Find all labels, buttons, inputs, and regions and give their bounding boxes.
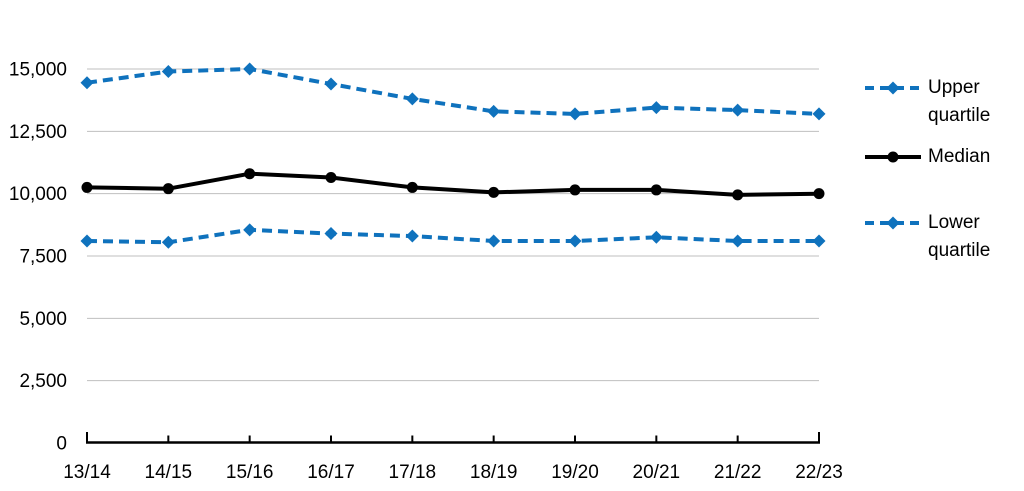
x-axis-tick-label: 21/22 (714, 462, 762, 483)
series-marker-upper-quartile (243, 62, 257, 76)
series-marker-upper-quartile (568, 107, 582, 121)
x-axis-tick-label: 14/15 (145, 462, 193, 483)
series-marker-lower-quartile (405, 229, 419, 243)
series-marker-upper-quartile (649, 101, 663, 115)
y-axis-tick-label: 5,000 (19, 309, 67, 330)
x-axis-tick-label: 16/17 (307, 462, 355, 483)
series-line-median (86, 171, 820, 197)
series-marker-upper-quartile (80, 76, 94, 90)
series-marker-lower-quartile (731, 234, 745, 248)
y-axis-tick-label: 10,000 (9, 184, 67, 205)
series-marker-lower-quartile (324, 227, 338, 241)
series-marker-median (813, 188, 825, 200)
series-marker-median (162, 183, 174, 195)
x-axis-tick-label: 18/19 (470, 462, 518, 483)
series-marker-upper-quartile (405, 92, 419, 106)
x-axis-tick-label: 15/16 (226, 462, 274, 483)
y-axis-tick-label: 2,500 (19, 371, 67, 392)
y-axis-tick-label: 15,000 (9, 60, 67, 81)
series-marker-median (244, 168, 256, 180)
series-marker-upper-quartile (324, 77, 338, 91)
series-marker-lower-quartile (161, 235, 175, 249)
y-axis-tick-label: 7,500 (19, 247, 67, 268)
series-marker-median (732, 189, 744, 201)
y-axis-tick-label: 12,500 (9, 122, 67, 143)
series-marker-lower-quartile (649, 230, 663, 244)
series-marker-median (650, 184, 662, 196)
series-marker-upper-quartile (731, 103, 745, 117)
series-marker-upper-quartile (161, 64, 175, 78)
series-marker-upper-quartile (812, 107, 826, 121)
series-marker-median (406, 181, 418, 193)
series-line-lower-quartile (86, 227, 819, 245)
series-marker-lower-quartile (568, 234, 582, 248)
series-marker-lower-quartile (243, 223, 257, 237)
series-marker-median (325, 171, 337, 183)
x-axis-tick-label: 13/14 (63, 462, 111, 483)
series-marker-median (81, 181, 93, 193)
x-axis-tick-label: 19/20 (551, 462, 599, 483)
series-marker-median (488, 186, 500, 198)
series-line-upper-quartile (86, 67, 820, 116)
x-axis-tick-label: 22/23 (795, 462, 843, 483)
series-marker-lower-quartile (812, 234, 826, 248)
series-marker-lower-quartile (80, 234, 94, 248)
series-marker-lower-quartile (487, 234, 501, 248)
x-axis-tick-label: 20/21 (633, 462, 681, 483)
x-axis-tick-label: 17/18 (389, 462, 437, 483)
y-axis-tick-label: 0 (56, 434, 67, 455)
series-marker-upper-quartile (487, 104, 501, 118)
series-marker-median (569, 184, 581, 196)
